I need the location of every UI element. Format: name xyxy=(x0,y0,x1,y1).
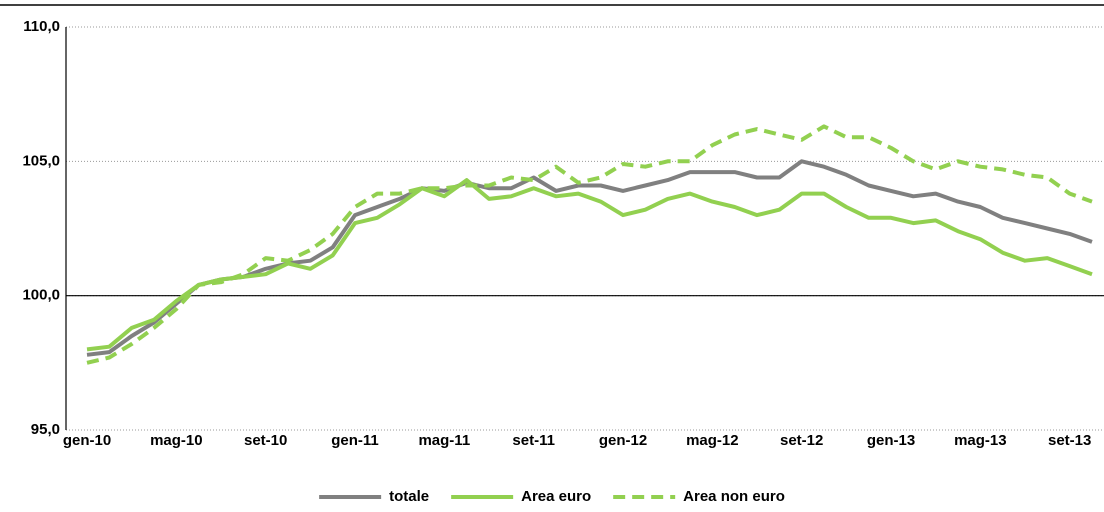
x-tick-label: mag-10 xyxy=(150,432,203,449)
x-tick-label: gen-12 xyxy=(599,432,647,449)
series-line xyxy=(86,159,1093,357)
legend-label: Area euro xyxy=(521,488,591,505)
y-tick-label: 100,0 xyxy=(22,287,60,304)
x-tick-label: set-11 xyxy=(512,432,555,449)
x-tick-label: set-13 xyxy=(1048,432,1091,449)
series-line xyxy=(86,178,1093,352)
x-tick-label: gen-10 xyxy=(63,432,111,449)
x-tick-label: mag-12 xyxy=(686,432,739,449)
y-tick-label: 95,0 xyxy=(31,421,60,438)
legend-label: Area non euro xyxy=(683,488,785,505)
y-tick-label: 105,0 xyxy=(22,152,60,169)
x-tick-label: mag-11 xyxy=(418,432,470,449)
y-tick-label: 110,0 xyxy=(23,18,60,35)
x-tick-label: gen-11 xyxy=(331,432,379,449)
x-tick-label: set-12 xyxy=(780,432,823,449)
x-tick-label: mag-13 xyxy=(954,432,1007,449)
x-tick-label: gen-13 xyxy=(867,432,915,449)
legend-label: totale xyxy=(389,488,429,505)
series-line xyxy=(86,124,1093,365)
x-tick-label: set-10 xyxy=(244,432,287,449)
